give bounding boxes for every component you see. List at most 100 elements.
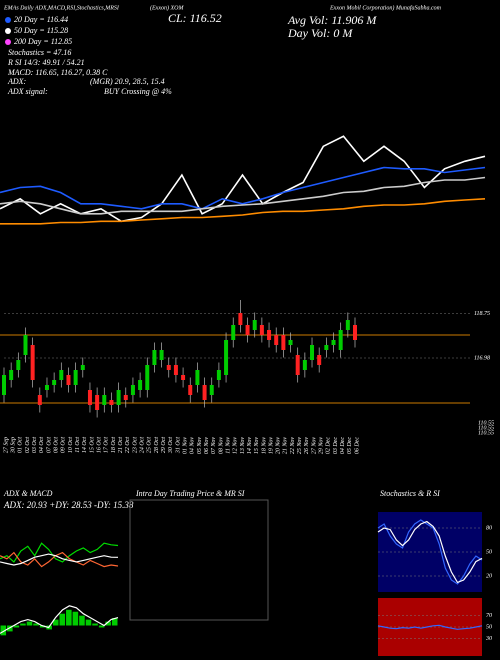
candle-body [238,313,243,325]
x-tick-label: 03 Oct [32,437,38,453]
candle-body [295,355,300,375]
candle-body [23,335,28,355]
x-tick-label: 27 Sep [3,437,9,453]
x-tick-label: 28 Oct [154,437,160,453]
indicator-text: R SI 14/3: 49.91 / 54.21 [7,58,85,67]
macd-bar [92,623,98,626]
x-tick-label: 24 Oct [138,437,145,453]
series-line [0,176,486,215]
candle-body [37,395,42,405]
macd-bar [72,611,79,626]
macd-bar [79,615,85,626]
x-tick-label: 29 Oct [161,437,167,453]
x-tick-label: 05 Nov [197,437,203,455]
macd-bar [98,625,105,628]
candle-body [252,320,257,330]
x-tick-label: 22 Nov [290,437,296,455]
x-tick-label: 29 Nov [319,437,325,455]
macd-bar [85,619,92,626]
macd-bar [59,613,66,626]
panel-subtitle: ADX: 20.93 +DY: 28.53 -DY: 15.38 [3,500,134,510]
x-tick-label: 18 Oct [111,437,117,453]
candle-body [130,385,135,395]
x-tick-label: 05 Dec [347,437,353,454]
x-tick-label: 09 Oct [61,437,67,453]
x-tick-label: 11 Oct [75,437,81,453]
series-line [377,519,483,585]
legend-text: 200 Day = 112.85 [14,37,72,46]
x-tick-label: 26 Nov [304,437,310,455]
candle-body [87,390,92,405]
candle-body [224,340,229,375]
x-tick-label: 07 Nov [211,437,217,455]
x-tick-label: 22 Oct [125,437,131,453]
candle-body [44,385,49,390]
candle-body [152,350,157,365]
x-tick-label: 27 Nov [311,437,317,455]
series-line [0,553,119,566]
candle-body [173,365,178,375]
candle-body [195,370,200,385]
price-annotation: 110.55 [478,425,494,431]
candle-body [259,325,264,335]
candle-body [281,335,286,350]
macd-bar [66,609,72,626]
x-tick-label: 18 Nov [261,437,267,455]
candle-body [116,390,121,405]
x-tick-label: 30 Sep [11,437,17,454]
candle-body [166,365,171,370]
x-tick-label: 01 Oct [18,437,24,453]
candle-body [338,330,343,350]
candle-body [102,395,107,405]
x-tick-label: 19 Nov [268,437,274,455]
candle-body [231,325,236,340]
candle-body [66,375,71,385]
candle-body [310,345,315,360]
candle-body [16,360,21,370]
candle-body [302,360,307,370]
x-tick-label: 21 Nov [283,437,289,455]
macd-bar [39,625,46,628]
series-line [0,166,486,210]
company: Exxon Mobil Corporation) MunafaSabha.com [329,4,442,11]
x-tick-label: 14 Oct [81,437,88,453]
x-tick-label: 17 Oct [104,437,110,453]
macd-bar [111,618,118,626]
candle-body [209,385,214,395]
candle-body [188,385,193,395]
indicator-text: Stochastics = 47.16 [8,48,71,57]
x-tick-label: 15 Nov [254,437,260,455]
x-tick-label: 02 Dec [326,437,332,454]
legend-text: 50 Day = 115.28 [14,26,68,35]
candle-body [2,375,6,395]
x-tick-label: 31 Oct [175,437,181,454]
x-tick-label: 23 Oct [132,437,138,453]
x-tick-label: 14 Nov [246,437,253,455]
x-tick-label: 21 Oct [118,437,124,453]
x-tick-label: 08 Nov [218,437,224,455]
x-tick-label: 30 Oct [168,437,174,454]
x-tick-label: 10 Oct [68,437,74,453]
candle-body [317,355,322,365]
price-annotation: 110.55 [478,430,494,436]
header-title: EMAs Daily ADX,MACD,RSI,Stochastics,MRSI [3,5,120,11]
legend-dot [5,17,11,23]
adx-signal: BUY Crossing @ 4% [104,87,172,96]
macd-bar [105,621,111,626]
candle-body [245,325,250,335]
candle-body [274,335,279,345]
x-tick-label: 25 Nov [297,437,303,455]
legend-dot [5,28,11,34]
adx-value: (MGR) 20.9, 28.5, 15.4 [90,77,165,86]
candle-body [95,395,100,410]
x-tick-label: 07 Oct [46,437,52,453]
macd-bar [26,621,33,626]
candle-body [80,365,85,370]
macd-bar [0,625,7,636]
x-tick-label: 03 Dec [333,437,339,454]
y-tick-label: 50 [486,549,492,555]
price-annotation: 110.55 [478,420,494,426]
avg-volume: Avg Vol: 11.906 M [287,13,377,27]
x-tick-label: 20 Nov [276,437,282,455]
